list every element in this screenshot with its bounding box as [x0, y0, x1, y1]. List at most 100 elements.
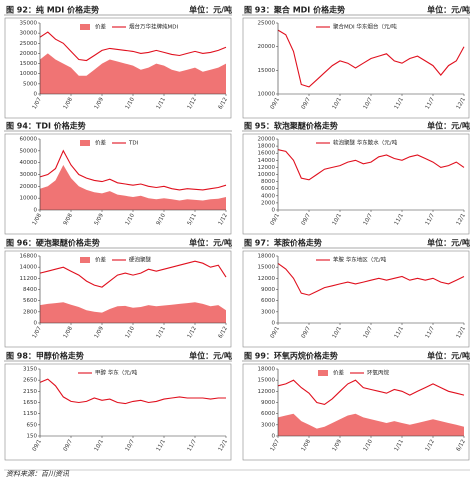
y-tick-label: 150 — [27, 434, 38, 440]
y-tick-label: 3150 — [23, 367, 37, 373]
y-tick-label: 10000 — [258, 172, 276, 178]
legend-label: 烟台万华挂牌纯MDI — [129, 23, 178, 31]
legend-label: 硬泡聚醚 — [129, 256, 152, 264]
line — [277, 149, 465, 181]
x-tick-label: 11/1 — [156, 439, 167, 453]
y-tick-label: 50000 — [20, 148, 38, 154]
chart-frame — [242, 133, 470, 235]
y-tick-label: 30000 — [20, 31, 38, 37]
chart-title: 图 95：软泡聚醚价格走势 — [244, 121, 338, 131]
x-tick-label: 1/09 — [332, 438, 344, 452]
area — [40, 53, 226, 94]
y-tick-label: 9000 — [261, 400, 275, 406]
y-tick-label: 20000 — [20, 184, 38, 190]
y-tick-label: 2000 — [261, 200, 275, 206]
y-tick-label: 60000 — [20, 137, 38, 143]
x-tick-label: 1/09 — [94, 325, 106, 339]
y-tick-label: 2150 — [23, 389, 37, 395]
y-tick-label: 11200 — [20, 276, 38, 282]
x-tick-label: 1/07 — [270, 438, 282, 452]
y-tick-label: 20000 — [258, 44, 276, 50]
x-tick-label: 10/7 — [125, 438, 137, 452]
line — [277, 262, 465, 296]
x-tick-label: 12/1 — [456, 326, 467, 340]
x-tick-label: 10/1 — [332, 97, 343, 111]
chart-title: 图 99：环氧丙烷价格走势 — [244, 351, 338, 361]
x-tick-label: 12/1 — [456, 213, 467, 227]
y-tick-label: 15000 — [20, 61, 38, 67]
line — [277, 29, 465, 88]
y-tick-label: 20000 — [20, 51, 38, 57]
x-tick-label: 10/1 — [332, 213, 343, 227]
x-tick-label: 6/12 — [456, 439, 467, 453]
legend-label: TDI — [128, 141, 139, 147]
x-tick-label: 9/10 — [156, 212, 168, 226]
y-tick-label: 14000 — [20, 265, 38, 271]
x-tick-label: 1/08 — [63, 96, 75, 110]
unit-label: 单位：元/吨 — [427, 5, 470, 15]
x-tick-label: 09/1 — [270, 213, 281, 227]
y-tick-label: 5600 — [23, 298, 37, 304]
x-tick-label: 12/1 — [218, 439, 229, 453]
legend-label: 价差 — [95, 139, 107, 147]
y-tick-label: 9000 — [261, 287, 275, 293]
unit-label: 单位：元/吨 — [427, 121, 470, 131]
unit-label: 单位：元/吨 — [189, 238, 232, 248]
y-tick-label: 12000 — [258, 276, 276, 282]
y-tick-label: 3000 — [261, 422, 275, 428]
x-tick-label: 09/7 — [301, 212, 313, 226]
source: 资料来源：百川资讯 — [6, 470, 70, 478]
unit-label: 单位：元/吨 — [427, 351, 470, 361]
chart-title: 图 97：苯胺价格走势 — [244, 238, 322, 248]
y-tick-label: 18000 — [258, 254, 276, 260]
x-tick-label: 6/12 — [218, 97, 229, 111]
chart-frame — [242, 17, 470, 119]
legend-swatch — [80, 24, 90, 30]
y-tick-label: 15000 — [258, 265, 276, 271]
unit-label: 单位：元/吨 — [189, 5, 232, 15]
y-tick-label: 0 — [34, 208, 38, 214]
y-tick-label: 18000 — [258, 144, 276, 150]
x-tick-label: 1/11 — [156, 97, 167, 111]
x-tick-label: 11/7 — [425, 325, 437, 339]
y-tick-label: 10000 — [20, 71, 38, 77]
line — [277, 379, 465, 405]
legend-label: 甲醇 华东（元/吨 — [95, 369, 138, 377]
y-tick-label: 10000 — [258, 92, 276, 98]
unit-label: 单位：元/吨 — [427, 238, 470, 248]
y-tick-label: 15000 — [258, 68, 276, 74]
line — [39, 260, 227, 288]
legend-swatch — [80, 257, 90, 263]
chart-title: 图 98：甲醇价格走势 — [6, 351, 84, 361]
x-tick-label: 5/11 — [187, 213, 198, 227]
x-tick-label: 10/7 — [363, 325, 375, 339]
x-tick-label: 09/7 — [63, 438, 75, 452]
y-tick-label: 1650 — [23, 400, 37, 406]
y-tick-label: 12000 — [258, 165, 276, 171]
x-tick-label: 1/07 — [32, 96, 44, 110]
line — [39, 378, 226, 405]
chart-title: 图 93：聚合 MDI 价格走势 — [244, 5, 345, 15]
x-tick-label: 1/12 — [187, 326, 198, 340]
y-tick-label: 5000 — [23, 81, 37, 87]
y-tick-label: 4000 — [261, 193, 275, 199]
line — [39, 31, 227, 62]
chart-frame — [4, 250, 232, 348]
y-tick-label: 25000 — [258, 21, 276, 27]
line — [39, 149, 227, 191]
chart-title: 图 92：纯 MDI 价格走势 — [6, 5, 99, 15]
x-tick-label: 1/12 — [425, 439, 436, 453]
x-tick-label: 09/1 — [32, 439, 43, 453]
x-tick-label: 1/08 — [32, 212, 44, 226]
x-tick-label: 9/08 — [63, 212, 75, 226]
y-tick-label: 6000 — [261, 298, 275, 304]
x-tick-label: 1/07 — [32, 325, 44, 339]
y-tick-label: 12000 — [258, 389, 276, 395]
x-tick-label: 1/10 — [125, 96, 137, 110]
area — [278, 413, 464, 436]
x-tick-label: 1/08 — [63, 325, 75, 339]
legend-label: 软泡聚醚 华东散水（元/吨 — [333, 139, 398, 147]
x-tick-label: 12/1 — [456, 97, 467, 111]
y-tick-label: 40000 — [20, 160, 38, 166]
x-tick-label: 5/09 — [94, 212, 106, 226]
